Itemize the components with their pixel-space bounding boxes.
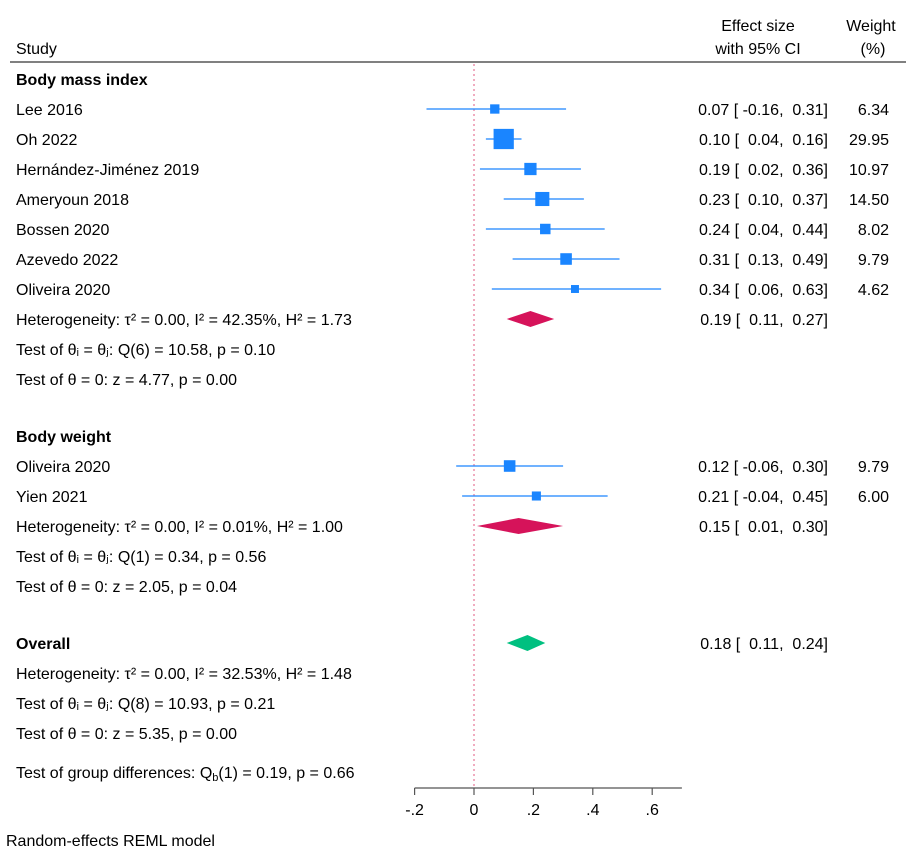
effect-ci-text: 0.19 [ 0.02, 0.36] <box>699 162 828 179</box>
study-label: Ameryoun 2018 <box>16 192 129 209</box>
subgroup-diamond <box>506 311 555 327</box>
homogeneity-test-text: Test of θᵢ = θⱼ: Q(1) = 0.34, p = 0.56 <box>16 549 266 566</box>
effect-ci-text: 0.07 [ -0.16, 0.31] <box>698 102 828 119</box>
study-marker <box>503 460 516 472</box>
x-tick-label: .6 <box>646 802 659 819</box>
weight-text: 9.79 <box>858 252 889 269</box>
weight-text: 29.95 <box>849 132 889 149</box>
zero-test-text: Test of θ = 0: z = 4.77, p = 0.00 <box>16 372 237 389</box>
header-effect-size: Effect size <box>721 18 795 35</box>
study-label: Oh 2022 <box>16 132 77 149</box>
effect-ci-text: 0.31 [ 0.13, 0.49] <box>699 252 828 269</box>
study-label: Hernández-Jiménez 2019 <box>16 162 199 179</box>
study-marker <box>524 162 537 176</box>
effect-ci-text: 0.23 [ 0.10, 0.37] <box>699 192 828 209</box>
subgroup-diamond <box>476 518 564 534</box>
study-label: Lee 2016 <box>16 102 83 119</box>
header-weight-unit: (%) <box>861 41 886 58</box>
study-label: Bossen 2020 <box>16 222 110 239</box>
study-marker <box>571 285 579 293</box>
pooled-ci-text: 0.15 [ 0.01, 0.30] <box>699 519 828 536</box>
study-label: Azevedo 2022 <box>16 252 118 269</box>
effect-ci-text: 0.12 [ -0.06, 0.30] <box>698 459 828 476</box>
header-study: Study <box>16 41 57 58</box>
weight-text: 14.50 <box>849 192 889 209</box>
overall-zero-test-text: Test of θ = 0: z = 5.35, p = 0.00 <box>16 726 237 743</box>
overall-diamond <box>506 635 546 651</box>
study-label: Yien 2021 <box>16 489 88 506</box>
zero-test-text: Test of θ = 0: z = 2.05, p = 0.04 <box>16 579 237 596</box>
header-ci: with 95% CI <box>714 41 800 58</box>
study-label: Oliveira 2020 <box>16 282 110 299</box>
overall-heterogeneity-text: Heterogeneity: τ² = 0.00, I² = 32.53%, H… <box>16 666 352 683</box>
group-title: Body weight <box>16 429 112 446</box>
x-tick-label: .2 <box>527 802 540 819</box>
study-marker <box>560 253 572 265</box>
study-marker <box>490 104 500 114</box>
footnote: Random-effects REML model <box>6 833 215 850</box>
overall-homogeneity-test-text: Test of θᵢ = θⱼ: Q(8) = 10.93, p = 0.21 <box>16 696 275 713</box>
heterogeneity-text: Heterogeneity: τ² = 0.00, I² = 0.01%, H²… <box>16 519 343 536</box>
heterogeneity-text: Heterogeneity: τ² = 0.00, I² = 42.35%, H… <box>16 312 352 329</box>
weight-text: 6.00 <box>858 489 889 506</box>
weight-text: 4.62 <box>858 282 889 299</box>
effect-ci-text: 0.10 [ 0.04, 0.16] <box>699 132 828 149</box>
overall-ci-text: 0.18 [ 0.11, 0.24] <box>700 636 828 653</box>
x-tick-label: -.2 <box>405 802 424 819</box>
study-marker <box>540 223 551 235</box>
group-difference-text: Test of group differences: Qb(1) = 0.19,… <box>16 765 355 784</box>
study-marker <box>531 491 541 501</box>
header-weight: Weight <box>846 18 896 35</box>
x-tick-label: .4 <box>586 802 599 819</box>
study-marker <box>493 128 514 150</box>
effect-ci-text: 0.34 [ 0.06, 0.63] <box>699 282 828 299</box>
study-marker <box>535 191 550 207</box>
weight-text: 9.79 <box>858 459 889 476</box>
effect-ci-text: 0.21 [ -0.04, 0.45] <box>698 489 828 506</box>
weight-text: 8.02 <box>858 222 889 239</box>
study-label: Oliveira 2020 <box>16 459 110 476</box>
effect-ci-text: 0.24 [ 0.04, 0.44] <box>699 222 828 239</box>
x-tick-label: 0 <box>470 802 479 819</box>
weight-text: 10.97 <box>849 162 889 179</box>
group-title: Body mass index <box>16 72 148 89</box>
pooled-ci-text: 0.19 [ 0.11, 0.27] <box>700 312 828 329</box>
homogeneity-test-text: Test of θᵢ = θⱼ: Q(6) = 10.58, p = 0.10 <box>16 342 275 359</box>
weight-text: 6.34 <box>858 102 889 119</box>
overall-title: Overall <box>16 636 70 653</box>
